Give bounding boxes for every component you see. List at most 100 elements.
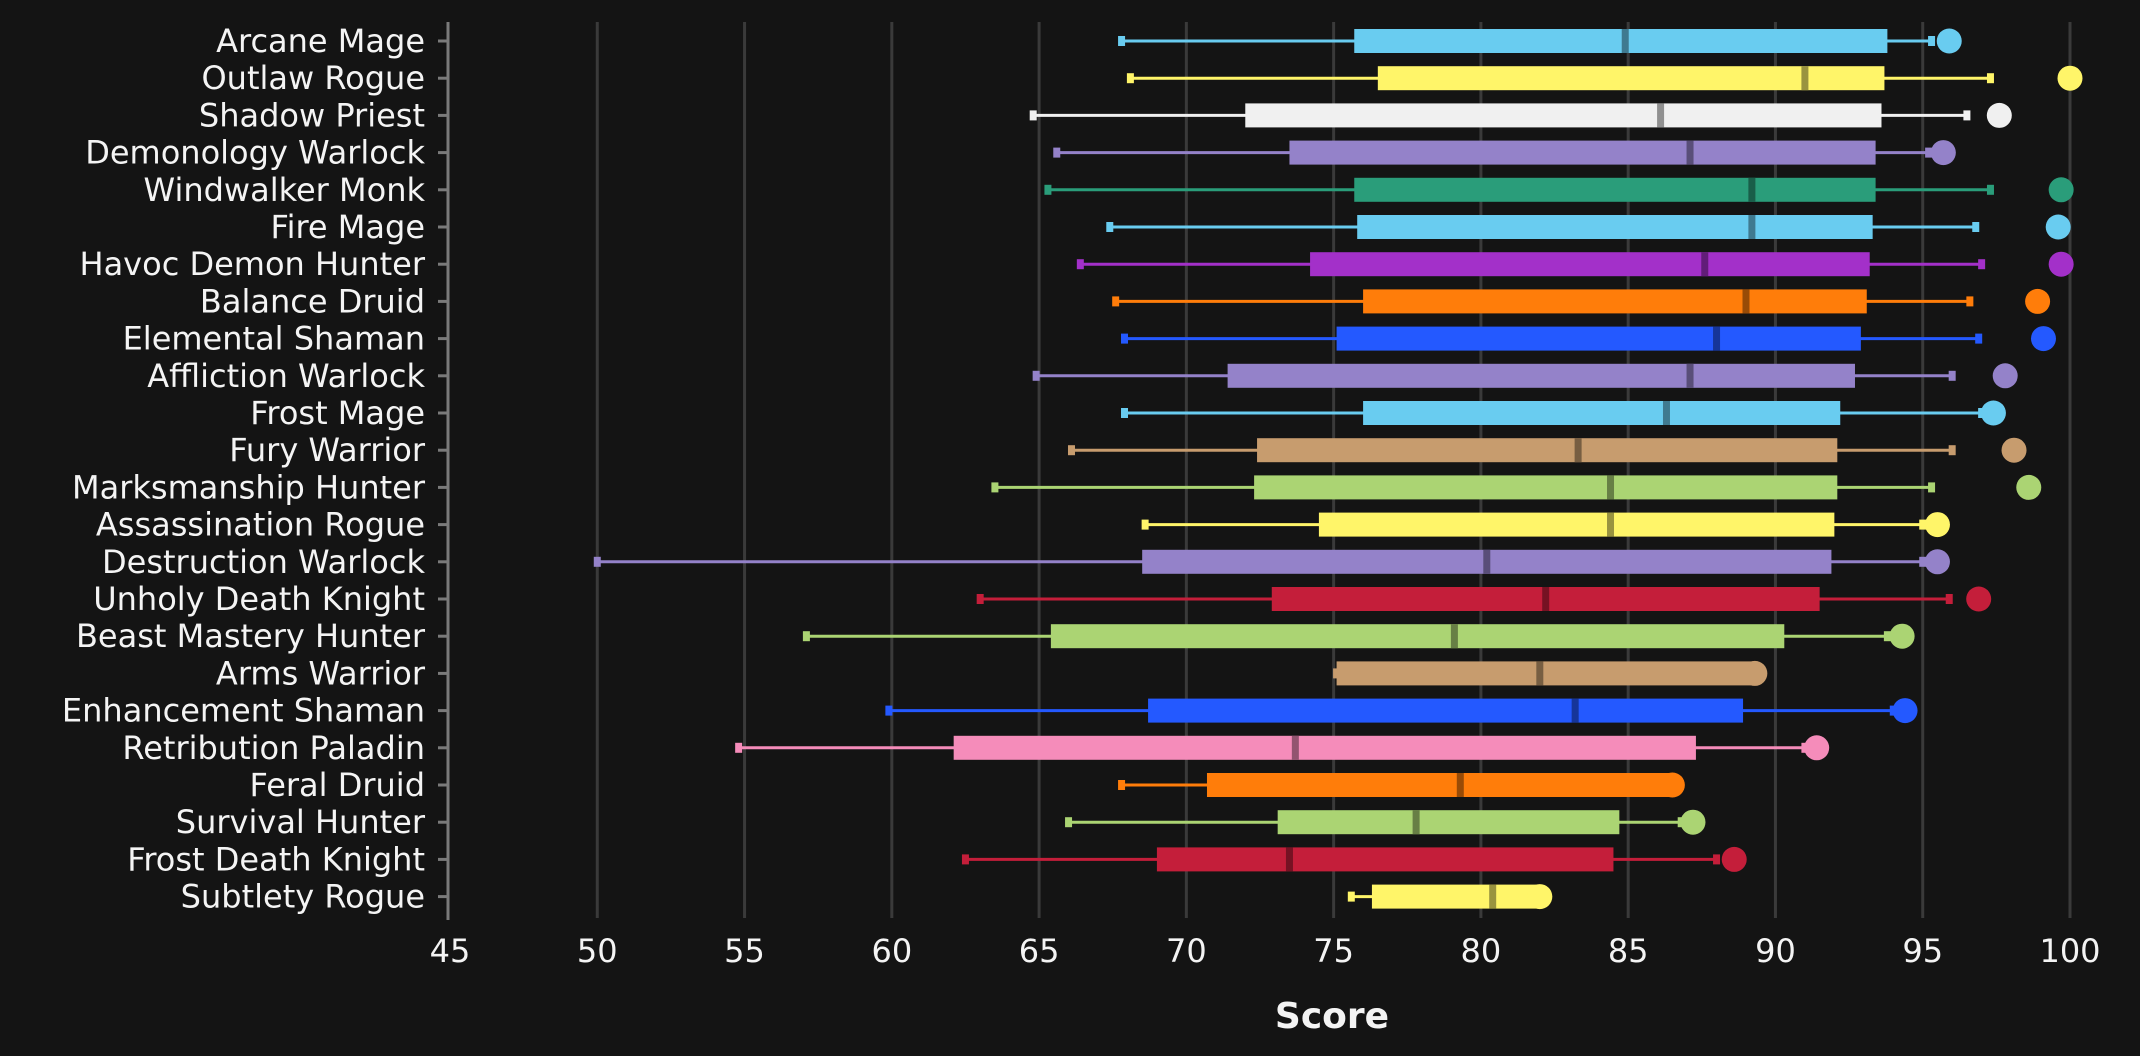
iqr-box (1148, 698, 1744, 723)
median-marker (1748, 215, 1756, 239)
whisker-cap-min (991, 482, 999, 493)
iqr-box (1257, 438, 1838, 463)
top-score-dot (2045, 214, 2071, 240)
whisker-cap-max (1948, 445, 1956, 456)
median-marker (1686, 140, 1694, 165)
top-score-dot (1992, 363, 2018, 389)
top-score-dot (1889, 623, 1915, 649)
top-score-dot (1721, 846, 1747, 872)
iqr-box (1336, 661, 1758, 686)
whisker-cap-max (1972, 222, 1980, 232)
x-tick-label: 60 (871, 932, 912, 970)
category-label: Arcane Mage (216, 22, 425, 60)
top-score-dot (1804, 735, 1830, 761)
box-row (1053, 140, 1956, 166)
whisker-cap-min (1126, 73, 1134, 84)
whisker-cap-min (1141, 519, 1149, 530)
whisker-cap-max (1919, 556, 1927, 567)
iqr-box (1156, 847, 1614, 872)
whisker-cap-max (1928, 36, 1936, 46)
category-label: Shadow Priest (199, 96, 425, 134)
whisker-cap-min (1053, 147, 1061, 158)
top-score-dot (2030, 326, 2056, 352)
whisker-cap-min (1106, 222, 1114, 232)
iqr-box (1318, 512, 1835, 537)
box-row (1118, 28, 1962, 54)
category-label: Balance Druid (200, 282, 425, 320)
whisker-cap-min (1121, 333, 1129, 344)
x-axis-title: Score (1275, 996, 1389, 1037)
top-score-dot (2001, 437, 2027, 463)
x-axis: 45 50 55 60 65 70 75 80 85 90 95 100 (430, 932, 2101, 970)
iqr-box (1363, 289, 1867, 314)
median-marker (1713, 326, 1721, 351)
box-row (1121, 326, 2056, 352)
median-marker (1285, 847, 1293, 872)
iqr-box (1354, 29, 1888, 53)
whisker-cap-min (1029, 110, 1037, 121)
top-score-dot (1980, 400, 2006, 426)
iqr-box (1254, 475, 1838, 500)
whisker-cap-max (1978, 259, 1986, 270)
whisker-cap-max (1963, 110, 1971, 121)
box-row (1126, 65, 2083, 91)
iqr-box (1354, 177, 1876, 202)
box-row (1029, 102, 2012, 128)
box-row (1121, 400, 2006, 426)
whisker-cap-max (1975, 333, 1983, 344)
category-label: Arms Warrior (216, 654, 426, 692)
category-label: Outlaw Rogue (201, 59, 425, 97)
top-score-dot (1742, 660, 1768, 686)
iqr-box (1206, 773, 1670, 797)
top-score-dot (1924, 549, 1950, 575)
iqr-box (1363, 401, 1841, 425)
iqr-box (1227, 363, 1855, 388)
whisker-cap-min (961, 854, 969, 865)
category-label: Elemental Shaman (123, 320, 425, 358)
whisker-cap-max (1986, 73, 1994, 84)
box-row (976, 586, 1992, 612)
top-score-dot (1936, 28, 1962, 54)
x-tick-label: 100 (2039, 932, 2100, 970)
whisker-cap-max (1919, 519, 1927, 530)
category-label: Subtlety Rogue (181, 878, 425, 916)
box-row (1076, 251, 2074, 277)
x-tick-label: 50 (577, 932, 618, 970)
x-tick-label: 45 (430, 932, 471, 970)
box-row (1065, 809, 1706, 835)
whisker-cap-max (1966, 296, 1974, 307)
top-score-dot (1924, 512, 1950, 538)
median-marker (1686, 363, 1694, 388)
x-tick-label: 95 (1902, 932, 1943, 970)
box-row (1067, 437, 2027, 463)
x-tick-label: 55 (724, 932, 765, 970)
category-label: Fury Warrior (229, 431, 426, 469)
median-marker (1536, 661, 1544, 686)
whisker-cap-min (1112, 296, 1120, 307)
box-row (1141, 512, 1950, 538)
whisker-cap-min (802, 631, 810, 642)
x-tick-label: 85 (1608, 932, 1649, 970)
top-score-dot (1659, 772, 1685, 798)
whisker-cap-min (1065, 817, 1073, 828)
iqr-box (1336, 326, 1861, 351)
whisker-cap-max (1986, 184, 1994, 195)
whisker-cap-max (1945, 594, 1953, 604)
top-score-dot (1966, 586, 1992, 612)
whisker-cap-min (1347, 891, 1355, 902)
median-marker (1662, 401, 1670, 425)
median-marker (1483, 549, 1491, 574)
box-row (1112, 288, 2051, 314)
box-row (1118, 772, 1685, 798)
median-marker (1456, 773, 1464, 797)
category-label: Feral Druid (250, 766, 425, 804)
whisker-cap-min (885, 705, 893, 716)
median-marker (1607, 475, 1615, 500)
box-row (961, 846, 1747, 872)
median-marker (1748, 177, 1756, 202)
top-score-dot (1892, 698, 1918, 724)
whisker-cap-min (735, 742, 743, 753)
median-marker (1489, 884, 1497, 909)
whisker-cap-max (1925, 147, 1933, 158)
